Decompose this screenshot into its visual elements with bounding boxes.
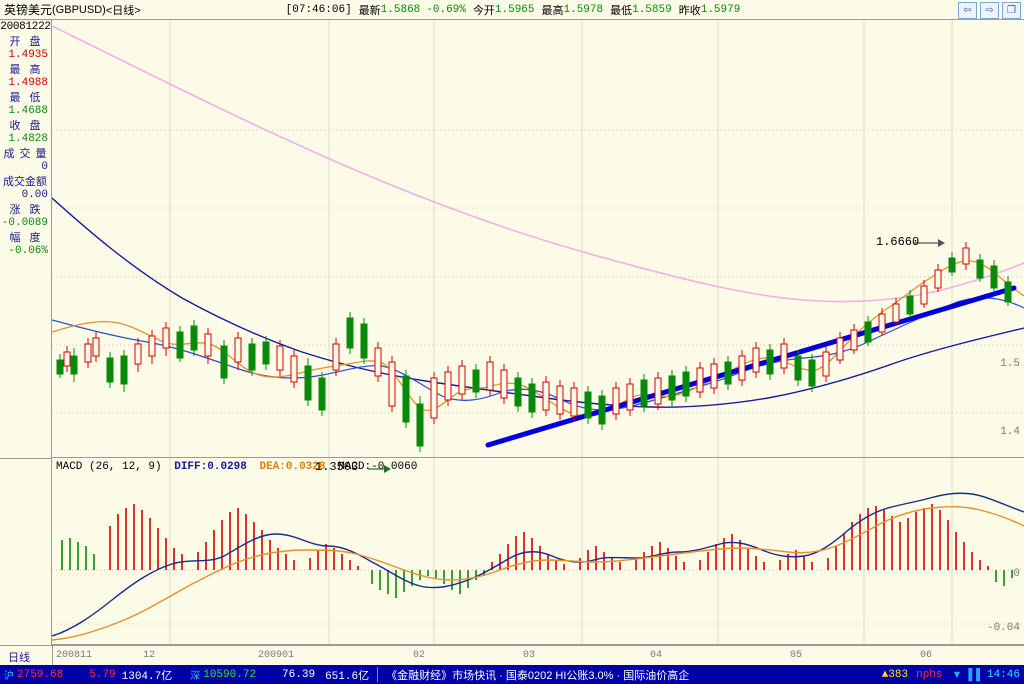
info-row: 收 盘 1.4828 — [0, 117, 51, 145]
info-value-open: 1.4935 — [8, 49, 48, 61]
macd-left-axis — [0, 458, 52, 645]
x-tick-3: 02 — [413, 650, 426, 661]
quote-bar: 英镑美元 (GBPUSD) <日线> [07:46:06] 最新 1.5868 … — [0, 0, 1024, 20]
trendline — [485, 285, 1017, 448]
info-label-volume: 成 交 量 — [3, 148, 48, 160]
restore-icon[interactable]: ❐ — [1002, 2, 1021, 19]
macd-chart-pane[interactable] — [52, 458, 1024, 645]
instrument-period: <日线> — [105, 4, 141, 17]
shanghai-index-icon: 沪 — [4, 671, 14, 682]
label-low: 最低 — [610, 4, 633, 17]
macd-indicator-legend: MACD (26, 12, 9) DIFF:0.0298 DEA:0.0328 … — [56, 461, 417, 473]
status-bar: 沪 2759.68 5.79 1304.7亿 深 10590.72 76.39 … — [0, 665, 1024, 684]
info-label-low: 最 低 — [9, 92, 44, 104]
brand-label: nphs — [916, 668, 943, 681]
news-ticker[interactable]: 《金融财经》市场快讯 · 国泰0202 HI公账3.0% · 国际油价高企 — [386, 669, 690, 682]
status-divider — [377, 667, 379, 682]
price-chart-svg — [52, 20, 1024, 457]
status-bar-right: ▲383 nphs ▼ ▌▌ 14:46 — [882, 665, 1024, 684]
x-axis: 日线 200811 12 200901 02 03 04 05 06 — [0, 645, 1024, 665]
value-low: 1.5859 — [632, 3, 672, 16]
x-tick-0: 200811 — [56, 650, 93, 661]
info-value-close: 1.4828 — [8, 133, 48, 145]
window-controls: ⇦ ⇨ ❐ — [958, 2, 1021, 19]
info-value-amplitude: -0.06% — [8, 245, 48, 257]
quote-time: [07:46:06] — [285, 3, 352, 16]
info-row: 最 低 1.4688 — [0, 89, 51, 117]
axis-divider — [52, 646, 53, 665]
info-label-high: 最 高 — [9, 64, 44, 76]
info-value-turnover: 0.00 — [21, 189, 48, 201]
high-annotation: 1.6660 — [876, 235, 920, 249]
info-value-low: 1.4688 — [8, 105, 48, 117]
value-prev-close: 1.5979 — [700, 3, 741, 16]
shanghai-turnover: 1304.7亿 — [121, 670, 173, 683]
info-label-turnover: 成交金额 — [3, 176, 47, 188]
annotation-arrows — [914, 239, 945, 247]
macd-tick-0: 0 — [1013, 568, 1020, 580]
value-latest: 1.5868 — [380, 3, 421, 16]
low-annotation-arrow — [368, 465, 391, 473]
info-label-close: 收 盘 — [9, 120, 44, 132]
shanghai-index-change: 5.79 — [89, 668, 116, 681]
info-row: 涨 跌 -0.0089 — [0, 201, 51, 229]
value-open: 1.5965 — [494, 3, 535, 16]
chart-frame: 20081222 开 盘 1.4935 最 高 1.4988 最 低 1.468… — [0, 20, 1024, 665]
label-high: 最高 — [541, 4, 564, 17]
info-date: 20081222 — [0, 21, 51, 33]
info-label-open: 开 盘 — [9, 36, 44, 48]
info-row: 成 交 量 0 — [0, 145, 51, 173]
x-tick-7: 06 — [920, 650, 933, 661]
x-tick-5: 04 — [650, 650, 663, 661]
shanghai-index-value[interactable]: 2759.68 — [17, 668, 64, 681]
instrument-name: 英镑美元 — [4, 3, 53, 17]
alert-badge[interactable]: ▲383 — [881, 668, 909, 681]
value-change-pct: -0.69% — [426, 3, 466, 16]
instrument-code: (GBPUSD) — [52, 3, 106, 16]
price-chart-pane[interactable]: 1.6660 — [52, 20, 1024, 458]
macd-title[interactable]: MACD (26, 12, 9) — [56, 461, 162, 473]
label-latest: 最新 — [358, 4, 381, 17]
shenzhen-turnover: 651.6亿 — [325, 670, 370, 683]
macd-value: MACD:-0.0060 — [338, 461, 418, 473]
x-tick-6: 05 — [790, 650, 803, 661]
label-open: 今开 — [472, 4, 495, 17]
macd-dea: DEA:0.0328 — [259, 461, 326, 473]
value-high: 1.5978 — [563, 3, 604, 16]
macd-chart-svg — [52, 458, 1024, 644]
info-row: 成交金额 0.00 — [0, 173, 51, 201]
info-label-change: 涨 跌 — [9, 204, 44, 216]
price-tick-1-4: 1.4 — [1000, 426, 1020, 438]
info-row: 开 盘 1.4935 — [0, 33, 51, 61]
info-row: 幅 度 -0.06% — [0, 229, 51, 257]
back-icon[interactable]: ⇦ — [958, 2, 977, 19]
clock: 14:46 — [986, 668, 1020, 681]
shenzhen-index-value[interactable]: 10590.72 — [203, 668, 257, 681]
macd-diff: DIFF:0.0298 — [174, 461, 247, 473]
signal-icon[interactable]: ▌▌ — [968, 668, 984, 681]
macd-dea-line — [52, 505, 1024, 641]
shenzhen-index-change: 76.39 — [282, 668, 316, 681]
info-value-change: -0.0089 — [1, 217, 48, 229]
ma250-line — [52, 25, 1024, 303]
info-row: 最 高 1.4988 — [0, 61, 51, 89]
info-value-high: 1.4988 — [8, 77, 48, 89]
macd-histogram — [61, 504, 1013, 598]
forward-icon[interactable]: ⇨ — [980, 2, 999, 19]
label-prev-close: 昨收 — [678, 4, 701, 17]
price-tick-1-5: 1.5 — [1000, 358, 1020, 370]
info-label-amplitude: 幅 度 — [9, 232, 44, 244]
x-tick-1: 12 — [143, 650, 156, 661]
x-tick-4: 03 — [523, 650, 536, 661]
macd-tick-neg: -0.04 — [986, 622, 1020, 634]
low-annotation: 1.3503 — [315, 460, 359, 474]
shenzhen-index-icon: 深 — [190, 671, 201, 682]
candlesticks — [56, 242, 1012, 452]
cycle-label[interactable]: 日线 — [8, 652, 30, 664]
x-tick-2: 200901 — [258, 650, 295, 661]
filter-icon[interactable]: ▼ — [951, 668, 963, 681]
info-value-volume: 0 — [41, 161, 48, 173]
